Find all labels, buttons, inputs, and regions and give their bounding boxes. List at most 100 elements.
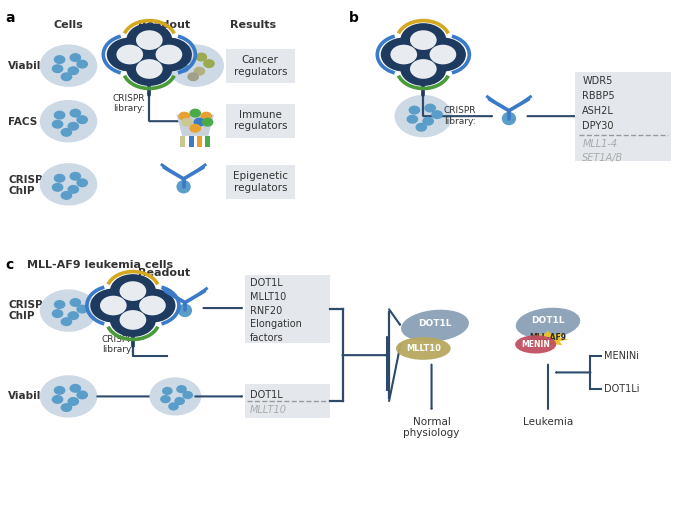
Text: Immune
regulators: Immune regulators [234,110,287,131]
Circle shape [410,30,436,50]
Circle shape [70,298,81,306]
Circle shape [126,23,173,57]
Circle shape [70,172,81,180]
Text: DOT1L: DOT1L [250,390,283,400]
Ellipse shape [516,308,580,339]
Circle shape [196,53,206,61]
Circle shape [432,111,443,119]
Polygon shape [176,115,214,136]
Circle shape [407,115,417,123]
Circle shape [55,174,65,182]
Circle shape [62,404,72,411]
Ellipse shape [396,337,451,360]
Circle shape [201,112,211,120]
Circle shape [195,67,204,75]
Text: Leukemia: Leukemia [523,417,573,427]
Text: FACS: FACS [8,117,38,127]
Text: MLL1-4: MLL1-4 [582,139,617,149]
Text: Viability: Viability [8,61,57,71]
Circle shape [52,65,63,73]
Text: Readout: Readout [138,20,190,30]
Circle shape [68,185,78,193]
Text: MENIN: MENIN [521,340,550,349]
Polygon shape [188,136,193,147]
Circle shape [100,296,127,315]
Circle shape [116,45,143,64]
Circle shape [70,385,81,392]
Circle shape [107,37,153,72]
Circle shape [161,396,170,402]
Circle shape [180,56,190,64]
Circle shape [175,397,184,405]
Circle shape [425,104,436,112]
Circle shape [410,106,419,114]
Circle shape [188,73,198,80]
Circle shape [110,274,156,308]
Circle shape [62,191,72,199]
FancyBboxPatch shape [575,72,671,161]
Ellipse shape [515,335,556,353]
Circle shape [52,183,63,191]
Circle shape [177,386,186,392]
Circle shape [70,109,81,117]
FancyBboxPatch shape [226,104,295,138]
Circle shape [77,391,88,399]
Ellipse shape [178,304,192,317]
Circle shape [40,44,97,87]
Circle shape [155,45,182,64]
Text: Readout: Readout [138,268,190,278]
Circle shape [77,60,88,68]
Text: DOT1L: DOT1L [419,319,451,328]
Text: ASH2L: ASH2L [582,106,614,116]
Circle shape [70,54,81,62]
Text: Elongation: Elongation [250,319,302,329]
Text: Cancer
regulators: Cancer regulators [234,56,287,77]
Text: MENINi: MENINi [604,351,639,361]
Circle shape [179,112,189,120]
Text: DOT1Li: DOT1Li [604,384,640,394]
Circle shape [190,109,200,117]
Circle shape [68,312,78,320]
Text: CRISPR–
ChIP: CRISPR– ChIP [8,300,56,321]
Circle shape [400,23,447,57]
Circle shape [195,118,204,126]
Circle shape [163,387,172,394]
Circle shape [166,44,224,87]
Circle shape [204,60,214,68]
Circle shape [40,375,97,418]
Circle shape [429,45,456,64]
Circle shape [90,288,136,323]
Circle shape [129,288,175,323]
Circle shape [55,300,65,308]
Circle shape [68,398,78,405]
Circle shape [55,111,65,119]
Circle shape [190,124,200,132]
Circle shape [55,387,65,394]
Circle shape [40,289,97,332]
Text: MLL-AF9: MLL-AF9 [530,333,566,342]
Circle shape [136,30,162,50]
Circle shape [182,118,192,126]
Text: MLLT10: MLLT10 [250,292,286,302]
Circle shape [52,120,63,128]
Circle shape [120,281,146,301]
Circle shape [420,37,466,72]
Text: CRISPR
library:: CRISPR library: [112,94,145,113]
Text: b: b [349,11,359,25]
Circle shape [423,117,433,125]
Text: Results: Results [230,20,277,30]
Circle shape [77,179,88,187]
Circle shape [126,52,173,86]
Polygon shape [197,136,201,147]
FancyBboxPatch shape [245,384,330,418]
Text: CRISPR
library:: CRISPR library: [101,335,134,354]
Text: SET1A/B: SET1A/B [582,153,623,163]
Circle shape [110,303,156,337]
Circle shape [68,67,78,74]
Circle shape [40,163,97,206]
Circle shape [149,377,201,416]
Text: Normal
physiology: Normal physiology [403,417,460,438]
Circle shape [183,392,192,398]
Ellipse shape [502,112,516,125]
Circle shape [52,396,63,403]
